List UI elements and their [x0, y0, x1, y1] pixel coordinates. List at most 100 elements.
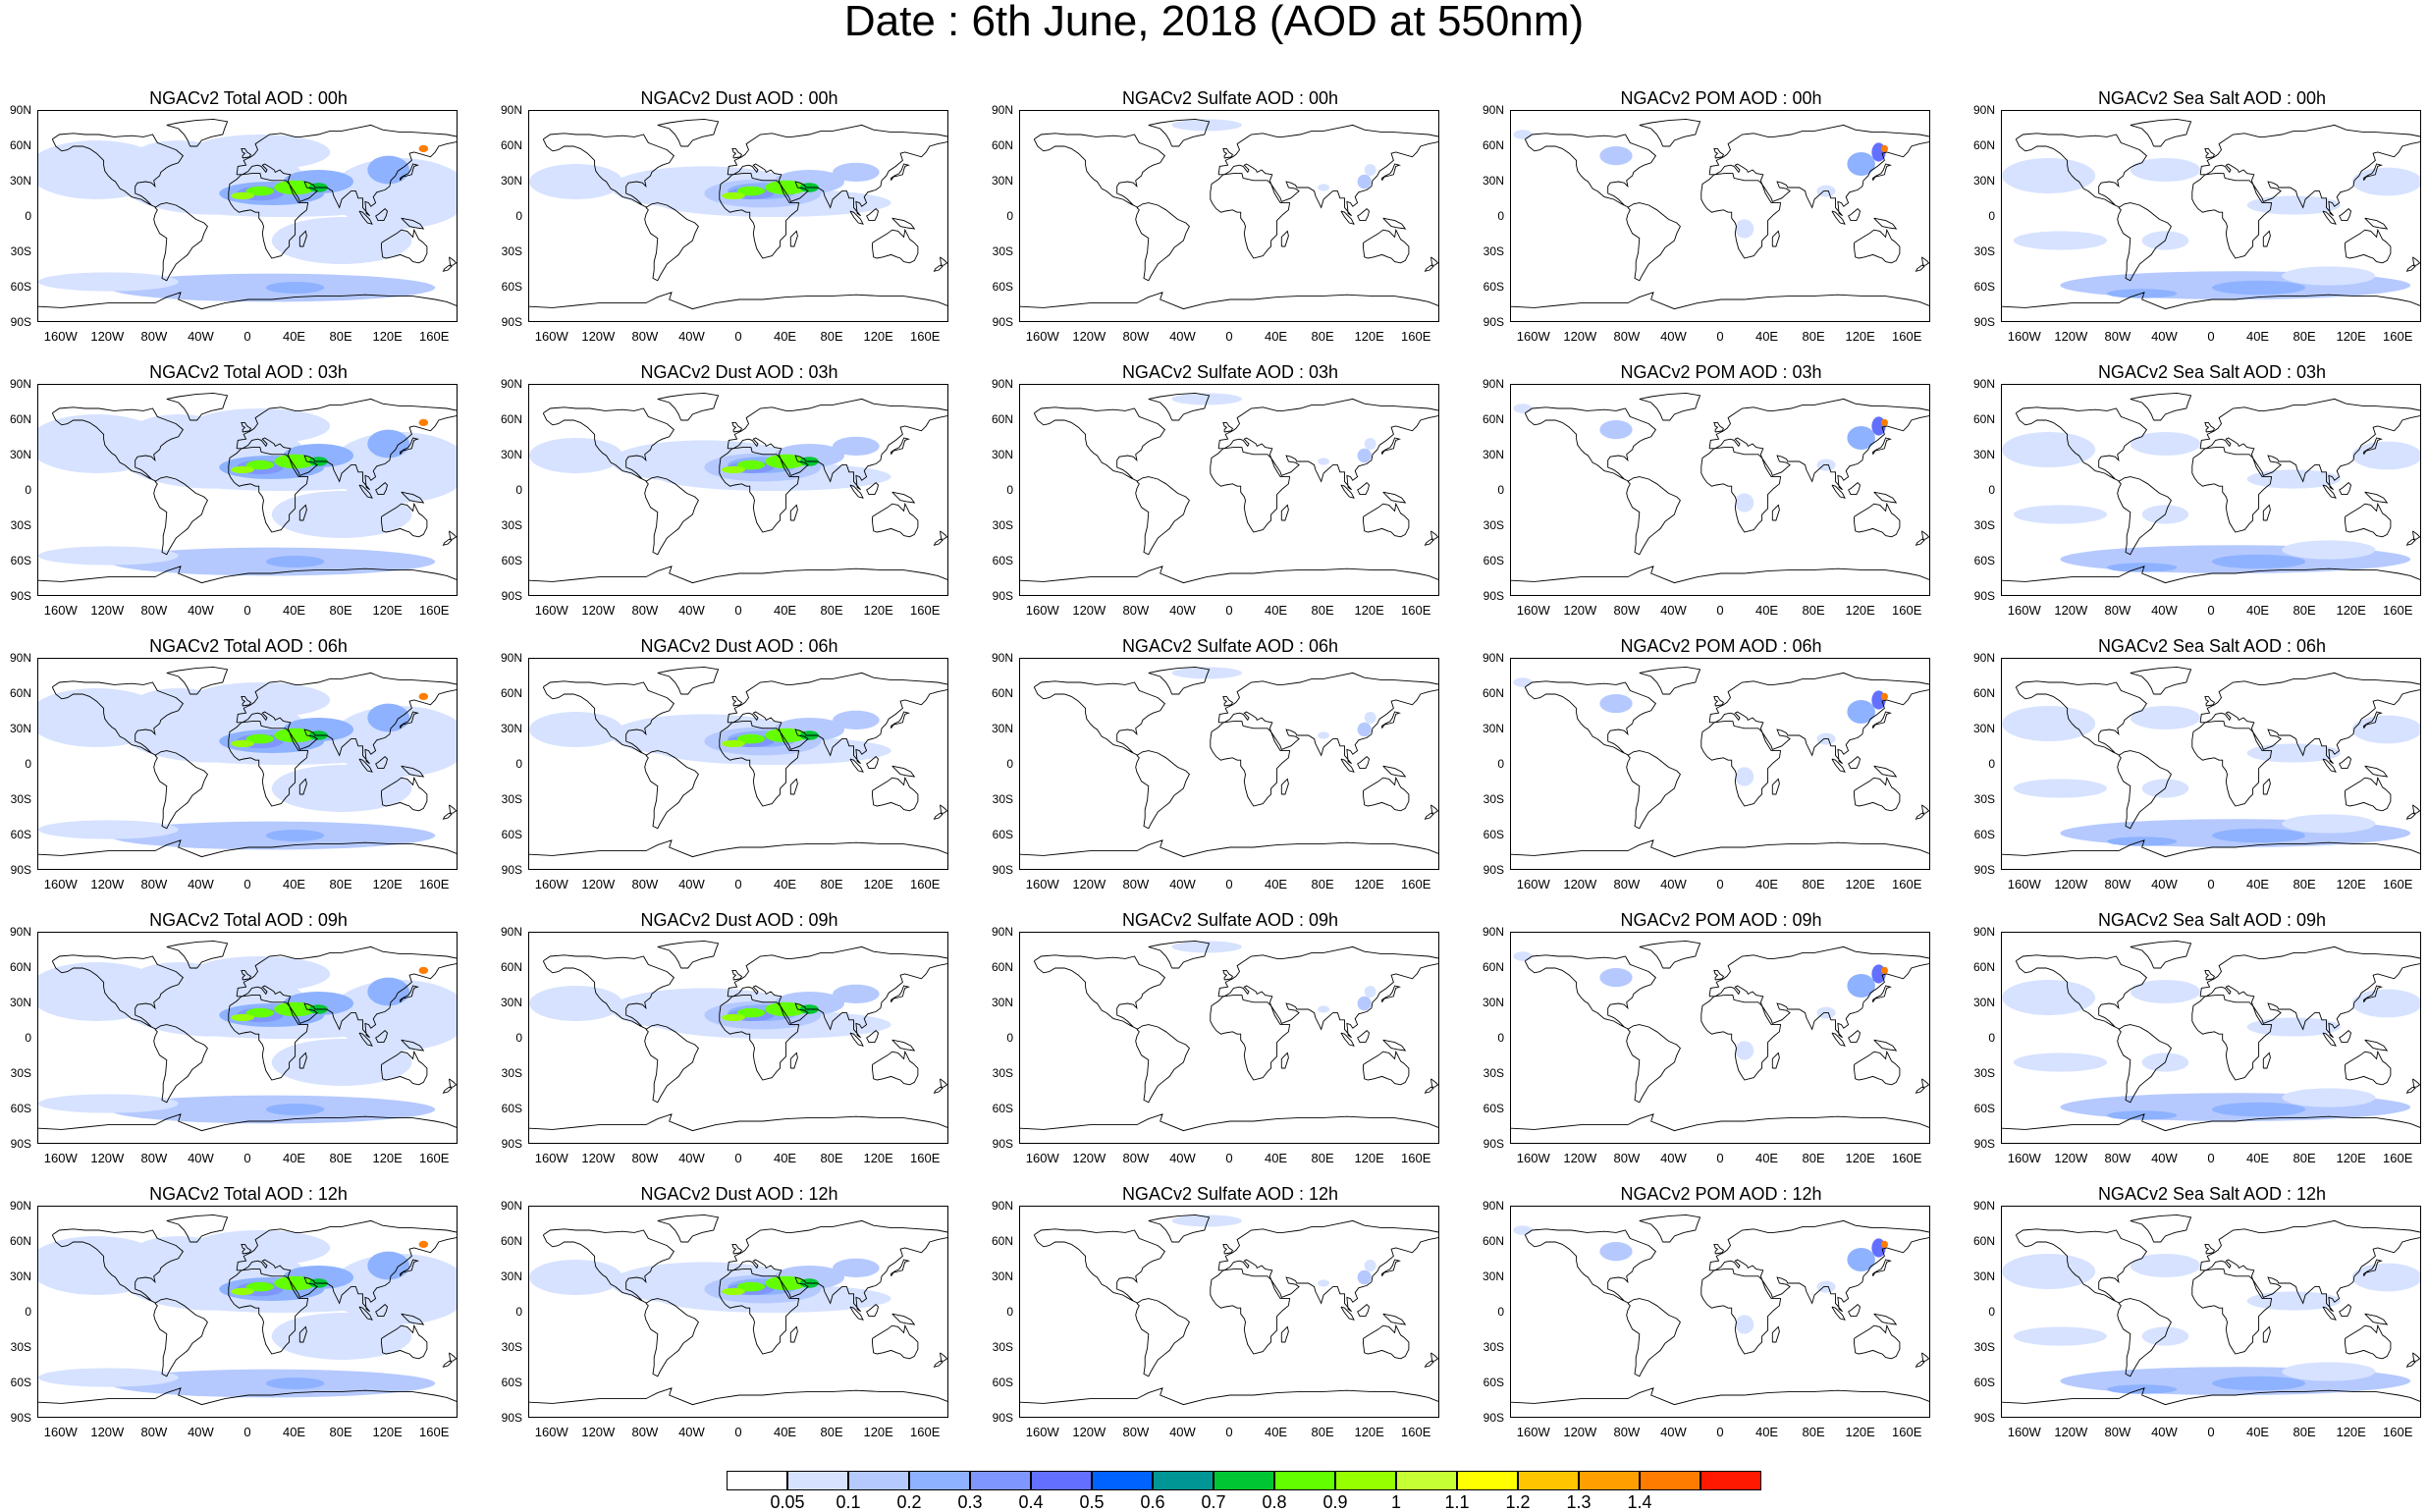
coastline	[1626, 750, 1681, 830]
longitude-tick-label: 160W	[43, 1151, 78, 1165]
aod-region	[367, 703, 410, 732]
aod-region	[1513, 130, 1533, 139]
aod-region	[265, 556, 325, 567]
longitude-tick-label: 40E	[1264, 877, 1288, 891]
longitude-tick-label: 160W	[1025, 1425, 1059, 1439]
aod-region	[736, 1007, 766, 1018]
aod-shading	[1513, 677, 1889, 786]
panel-title: NGACv2 Sea Salt AOD : 09h	[2097, 910, 2327, 930]
latitude-tick-label: 90N	[500, 1199, 522, 1213]
coastline	[2363, 711, 2384, 729]
coastline	[644, 1024, 699, 1104]
coastline	[1915, 1086, 1925, 1094]
latitude-tick-label: 60N	[500, 412, 522, 426]
coastline	[153, 476, 208, 556]
coastline	[2130, 666, 2192, 695]
aod-region	[271, 491, 412, 538]
coastline	[2262, 1325, 2271, 1343]
coastline	[2262, 230, 2271, 247]
longitude-tick-label: 80W	[631, 877, 659, 891]
aod-region	[1364, 712, 1376, 724]
longitude-tick-label: 120E	[372, 1425, 403, 1439]
longitude-tick-label: 80W	[631, 1151, 659, 1165]
latitude-tick-label: 30N	[1972, 722, 1995, 735]
map-frame	[37, 1206, 458, 1418]
coastline	[2204, 1243, 2215, 1255]
aod-region	[38, 1094, 179, 1113]
aod-region	[38, 1368, 179, 1387]
latitude-tick-label: 60S	[10, 554, 31, 567]
latitude-tick-label: 30N	[1972, 448, 1995, 461]
longitude-tick-label: 120W	[90, 1151, 125, 1165]
coastline	[228, 1269, 309, 1355]
map-frame	[528, 932, 948, 1144]
longitude-tick-label: 120W	[1072, 1425, 1106, 1439]
map-frame	[1019, 932, 1439, 1144]
coastline	[1424, 812, 1434, 820]
coastline	[153, 202, 208, 282]
longitude-tick-label: 160W	[1025, 329, 1059, 344]
coastline	[657, 666, 720, 695]
map-panel-pom-03h: NGACv2 POM AOD : 03h 90N 60N 30N 0 30S 60S 90S 1…	[1473, 362, 1964, 627]
aod-region	[1357, 174, 1372, 189]
coastline	[153, 1298, 208, 1377]
coastline	[2363, 985, 2384, 1003]
aod-region	[245, 1007, 275, 1018]
coastline	[1713, 147, 1724, 159]
coastlines	[529, 1214, 947, 1406]
aod-region	[1880, 966, 1889, 974]
coastline	[891, 1039, 916, 1052]
latitude-tick-label: 90N	[500, 377, 522, 391]
aod-region	[1880, 692, 1889, 700]
latitude-tick-label: 30N	[500, 996, 522, 1009]
coastline	[1854, 502, 1901, 538]
aod-region	[2351, 167, 2420, 196]
aod-shading	[1171, 941, 1376, 1013]
aod-region	[2002, 706, 2096, 741]
coastline	[1363, 1050, 1410, 1086]
longitude-tick-label: 80W	[140, 329, 168, 344]
latitude-tick-label: 60N	[500, 1234, 522, 1248]
longitude-tick-label: 0	[2207, 1425, 2215, 1439]
longitude-tick-label: 40E	[1264, 1151, 1288, 1165]
latitude-tick-label: 60S	[501, 828, 522, 841]
longitude-tick-label: 40E	[282, 603, 306, 618]
coastline	[2363, 437, 2384, 456]
panel-title: NGACv2 Sea Salt AOD : 00h	[2097, 88, 2327, 108]
coastline	[2002, 1387, 2420, 1406]
panel-title: NGACv2 Total AOD : 09h	[149, 910, 348, 930]
longitude-tick-label: 0	[734, 329, 742, 344]
aod-map-canvas	[1020, 392, 1438, 584]
coastline	[2199, 672, 2420, 765]
coastline	[940, 530, 947, 540]
coastline	[1872, 163, 1893, 182]
coastline	[2117, 1298, 2172, 1377]
latitude-tick-label: 30S	[501, 1066, 522, 1080]
coastline	[872, 1323, 919, 1360]
coastline	[1854, 1323, 1901, 1360]
coastline	[2345, 1323, 2392, 1360]
longitude-tick-label: 120E	[1845, 329, 1875, 344]
coastline	[1921, 256, 1929, 266]
coastline	[1915, 1360, 1925, 1368]
colorbar-cell	[1274, 1471, 1335, 1490]
longitude-tick-label: 120W	[1563, 603, 1597, 618]
coastline	[2322, 758, 2337, 773]
aod-region	[231, 191, 254, 199]
longitude-tick-label: 80W	[1613, 877, 1641, 891]
coastline	[1340, 1306, 1355, 1321]
coastline	[2363, 163, 2384, 182]
aod-region	[330, 432, 457, 503]
aod-region	[418, 966, 429, 974]
aod-region	[1318, 184, 1330, 191]
colorbar-cell	[1214, 1471, 1274, 1490]
coastline	[731, 147, 742, 159]
longitude-tick-label: 120W	[90, 1425, 125, 1439]
longitude-tick-label: 160E	[1892, 1151, 1922, 1165]
coastlines	[2002, 392, 2420, 584]
aod-shading	[1171, 667, 1376, 739]
coastline	[1921, 804, 1929, 814]
coastline	[1708, 1219, 1929, 1313]
coastlines	[529, 118, 947, 310]
longitude-tick-label: 120W	[1072, 1151, 1106, 1165]
